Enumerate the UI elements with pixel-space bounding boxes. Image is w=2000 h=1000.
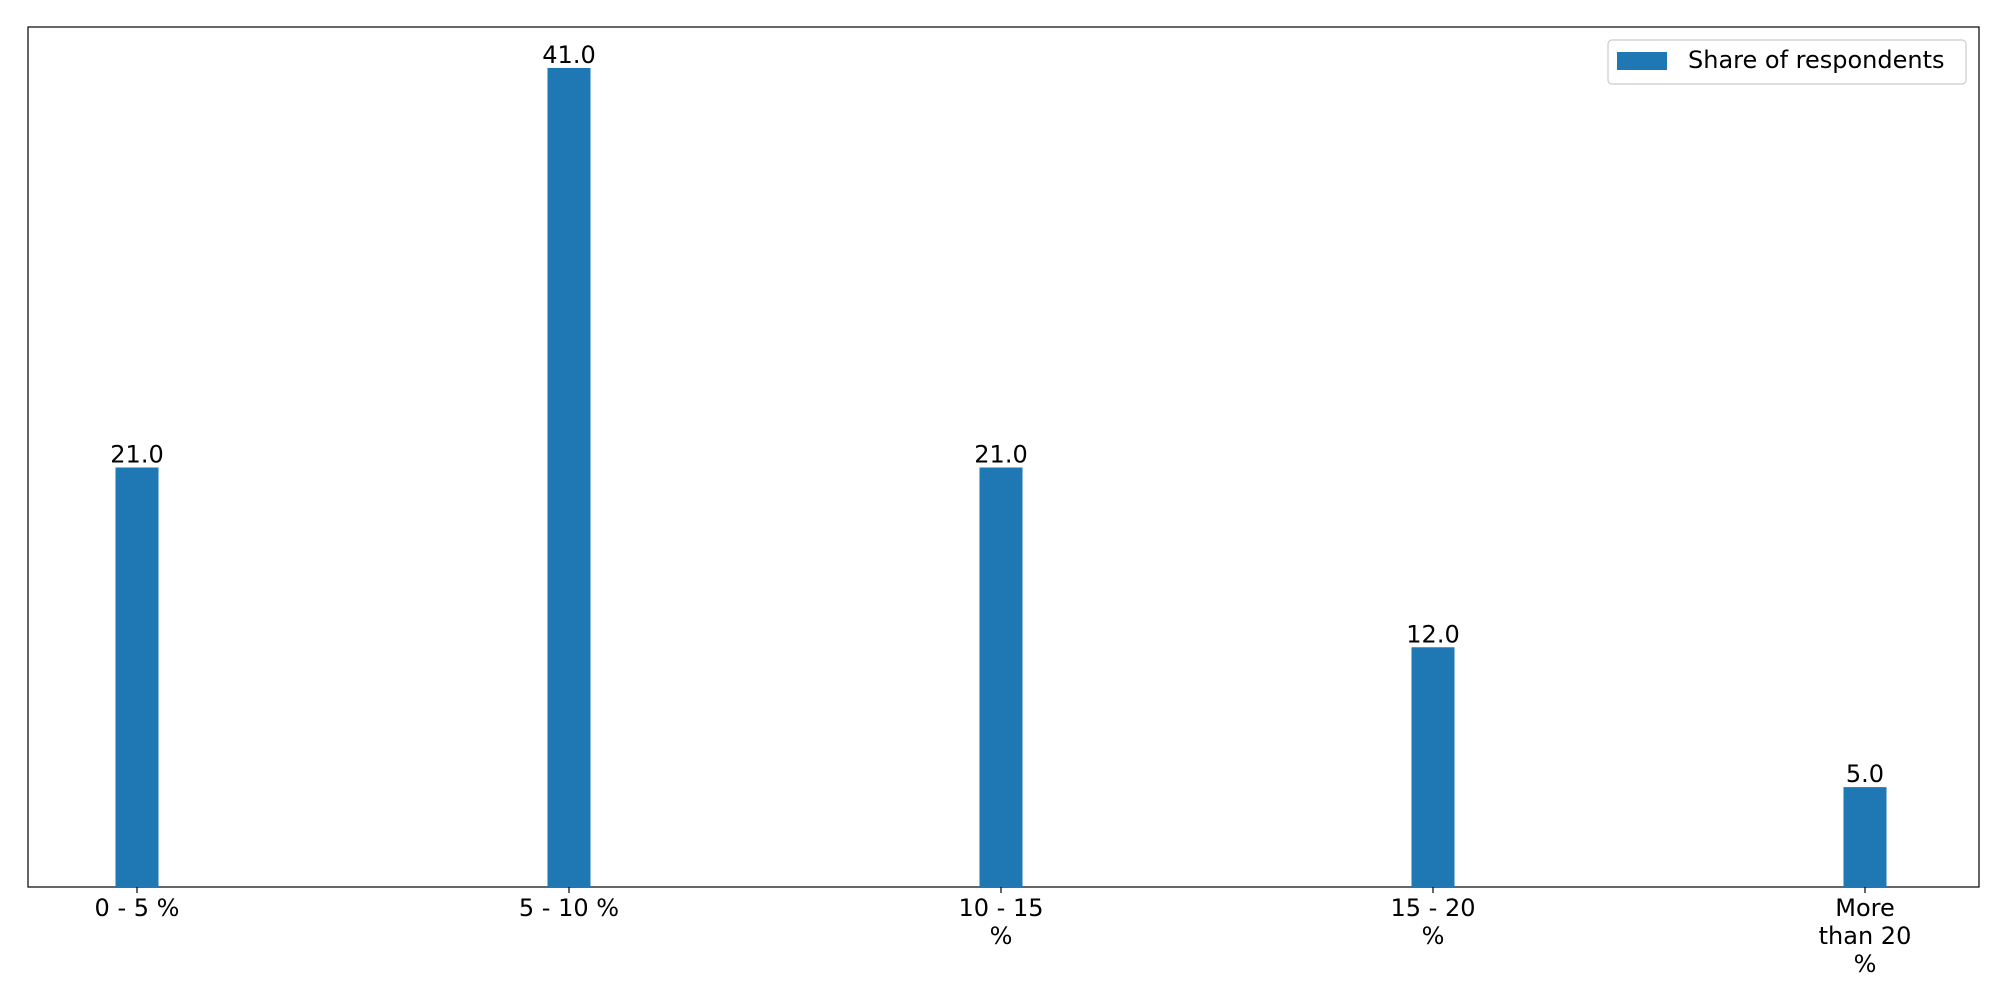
bar-value-label: 12.0	[1406, 620, 1459, 648]
x-tick-label: 0 - 5 %	[95, 894, 180, 922]
x-tick-label: 10 - 15%	[959, 894, 1044, 950]
bar-value-label: 21.0	[974, 440, 1027, 468]
bar-value-labels: 21.0 41.0 21.0 12.0 5.0	[110, 41, 1884, 788]
bar	[547, 67, 591, 887]
bar	[979, 467, 1023, 887]
legend-label: Share of respondents	[1688, 46, 1945, 74]
legend-box	[1607, 39, 1967, 85]
legend-swatch	[1617, 52, 1667, 70]
legend: Share of respondents	[1607, 39, 1967, 85]
bar	[1411, 647, 1455, 887]
bar	[1843, 787, 1887, 887]
x-tick-label: More than 20%	[1819, 894, 1912, 978]
x-tick-label: 15 - 20%	[1391, 894, 1476, 950]
bar	[115, 467, 159, 887]
bars-group	[115, 67, 1887, 887]
bar-value-label: 41.0	[542, 41, 595, 69]
bar-value-label: 5.0	[1846, 760, 1884, 788]
x-tick-label: 5 - 10 %	[519, 894, 619, 922]
x-axis-ticks: 0 - 5 % 5 - 10 % 10 - 15 % 15 - 20 % More than …	[95, 887, 1912, 978]
bar-value-label: 21.0	[110, 440, 163, 468]
